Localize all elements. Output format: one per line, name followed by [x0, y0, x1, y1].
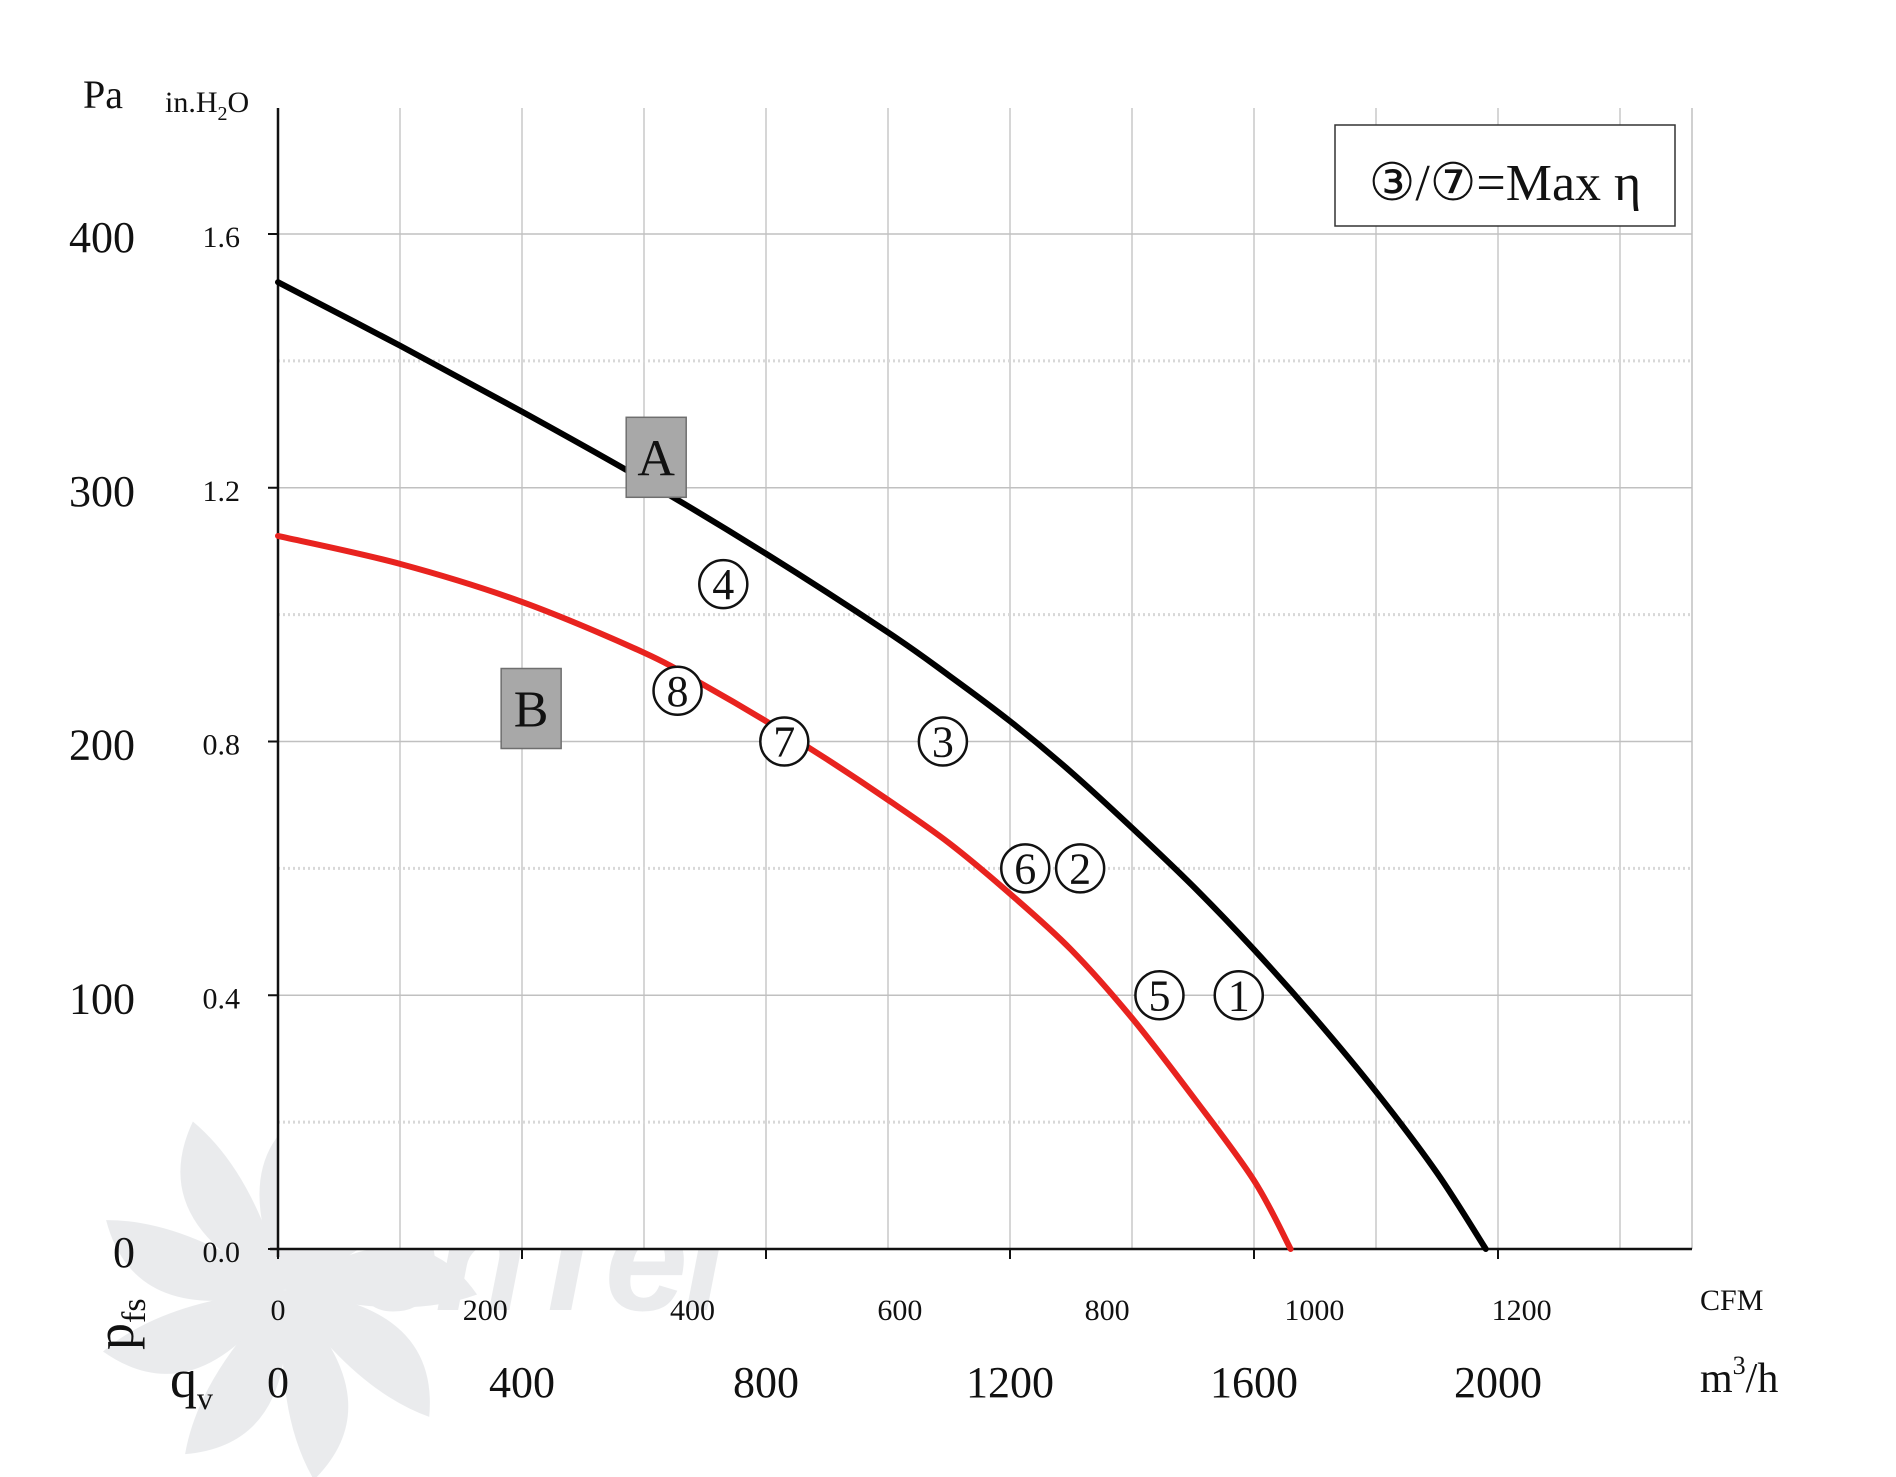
x-tick-label-cfm: 800: [1085, 1294, 1130, 1327]
y-tick-label-pa: 300: [69, 467, 135, 516]
y-tick-label-inh2o: 1.6: [203, 221, 241, 254]
marker-label: 3: [932, 718, 954, 767]
fan-blade: [285, 1290, 430, 1417]
marker-label: 7: [773, 718, 795, 767]
fan-blade: [282, 1290, 349, 1477]
operating-point-1: 1: [1213, 970, 1264, 1021]
curve-label-text: B: [514, 682, 549, 739]
x-tick-label-m3h: 0: [267, 1358, 289, 1407]
y-tick-label-inh2o: 0.4: [203, 982, 241, 1015]
marker-circle: [1054, 843, 1106, 894]
x-axis-symbol: qv: [170, 1349, 213, 1416]
y-tick-label-pa: 200: [69, 721, 135, 770]
marker-label: 2: [1069, 844, 1091, 893]
marker-label: 1: [1228, 971, 1250, 1020]
x-tick-label-cfm: 1000: [1284, 1294, 1344, 1327]
operating-point-2: 2: [1054, 843, 1106, 894]
legend-box: ③/⑦=Max η: [1334, 124, 1676, 227]
fan-blade: [103, 1290, 285, 1374]
marker-label: 4: [712, 560, 734, 609]
marker-circle: [1213, 970, 1264, 1021]
fan-blade: [185, 1289, 287, 1455]
y-tick-label-inh2o: 0.8: [203, 729, 241, 762]
marker-circle: [698, 558, 749, 610]
fan-blade: [180, 1121, 285, 1290]
x-unit-cfm: CFM: [1700, 1284, 1763, 1317]
x-tick-label-m3h: 800: [733, 1358, 799, 1407]
x-tick-label-m3h: 2000: [1454, 1358, 1542, 1407]
x-tick-label-m3h: 1200: [966, 1358, 1054, 1407]
operating-point-7: 7: [759, 716, 810, 767]
axis-labels: 0 100 200 300 400 0.0 0.4 0.8 1.2 1.6 Pa in.H2O pfs 0…: [69, 72, 1778, 1416]
grid: [278, 108, 1693, 1249]
marker-circle: [917, 716, 969, 767]
operating-point-4: 4: [698, 558, 749, 610]
marker-label: 5: [1148, 971, 1170, 1020]
y-tick-label-pa: 0: [113, 1228, 135, 1277]
marker-circle: [1000, 843, 1051, 894]
operating-point-markers: 1 2 3 4 5 6 7 8 A B: [500, 416, 1264, 1021]
x-unit-m3h: m3/h: [1700, 1351, 1778, 1402]
marker-label: 8: [667, 667, 689, 716]
marker-circle: [1134, 970, 1185, 1021]
legend-text: ③/⑦=Max η: [1369, 155, 1642, 212]
operating-point-3: 3: [917, 716, 969, 767]
curve-label-text: A: [637, 430, 675, 487]
curve-label-a: A: [625, 416, 687, 499]
axes: [268, 108, 1692, 1259]
operating-point-5: 5: [1134, 970, 1185, 1021]
x-tick-label-cfm: 600: [877, 1294, 922, 1327]
curves: [275, 279, 1489, 1252]
curve-label-box: [500, 667, 562, 750]
x-tick-label-m3h: 1600: [1210, 1358, 1298, 1407]
marker-label: 6: [1014, 844, 1036, 893]
fan-blade: [285, 1246, 478, 1308]
plot-area: [278, 108, 1692, 1249]
y-tick-label-inh2o: 0.0: [203, 1236, 241, 1269]
operating-point-6: 6: [1000, 843, 1051, 894]
curve-label-box: [625, 416, 687, 499]
fan-blade: [106, 1220, 285, 1301]
marker-circle: [652, 665, 703, 716]
x-tick-label-cfm: 0: [271, 1294, 286, 1327]
curve-label-b: B: [500, 667, 562, 750]
x-tick-label-m3h: 400: [489, 1358, 555, 1407]
y-tick-label-pa: 100: [69, 974, 135, 1023]
y-tick-label-inh2o: 1.2: [203, 475, 241, 508]
operating-point-8: 8: [652, 665, 703, 716]
y-unit-inh2o: in.H2O: [165, 86, 249, 125]
y-tick-label-pa: 400: [69, 213, 135, 262]
curve-a: [275, 279, 1489, 1252]
x-tick-label-cfm: 1200: [1492, 1294, 1552, 1327]
y-axis-symbol: pfs: [85, 1298, 153, 1350]
y-unit-pa: Pa: [83, 72, 123, 117]
x-tick-label-cfm: 400: [670, 1294, 715, 1327]
x-tick-label-cfm: 200: [463, 1294, 508, 1327]
curve-b: [275, 532, 1294, 1252]
marker-circle: [759, 716, 810, 767]
